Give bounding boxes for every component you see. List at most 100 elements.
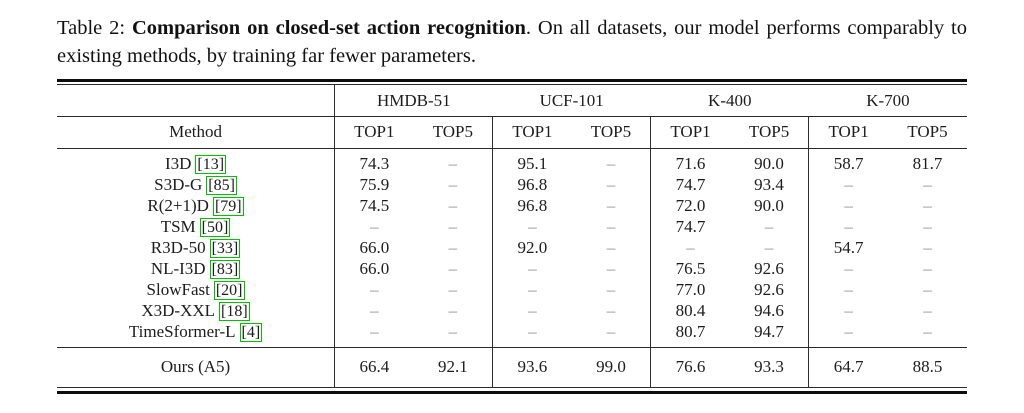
caption-title: Comparison on closed-set action recognit… xyxy=(131,17,526,39)
table-row: TSM [50] – – – –74.7– – – xyxy=(57,216,967,237)
value-cell: 94.7 xyxy=(729,321,809,348)
method-name: TimeSformer-L xyxy=(128,322,236,341)
ours-row: Ours (A5) 66.4 92.1 93.6 99.0 76.6 93.3 … xyxy=(57,347,967,387)
value-cell: 81.7 xyxy=(912,154,943,173)
value-cell: 66.0 xyxy=(334,258,414,279)
method-name: R3D-50 xyxy=(150,238,206,257)
value-cell: – xyxy=(808,321,888,348)
value-cell: 76.6 xyxy=(650,347,730,387)
citation-link[interactable]: [83] xyxy=(209,260,241,279)
value-cell: – xyxy=(492,258,572,279)
value-cell: – xyxy=(923,217,932,236)
citation-link[interactable]: [20] xyxy=(213,281,245,300)
value-cell: 75.9 xyxy=(334,174,414,195)
value-cell: – xyxy=(492,321,572,348)
citation-link[interactable]: [33] xyxy=(209,239,241,258)
value-cell: – xyxy=(923,238,932,257)
value-cell: – xyxy=(606,301,616,320)
table-row: S3D-G [85] 75.9–96.8–74.7 93.4– – xyxy=(57,174,967,195)
value-cell: 64.7 xyxy=(808,347,888,387)
value-cell: 80.4 xyxy=(650,300,730,321)
method-cell: X3D-XXL [18] xyxy=(57,300,335,321)
value-cell: – xyxy=(923,259,932,278)
value-cell: – xyxy=(808,174,888,195)
method-cell: NL-I3D [83] xyxy=(57,258,335,279)
value-cell: – xyxy=(492,279,572,300)
metric-header-row: Method TOP1 TOP5 TOP1 TOP5 TOP1 TOP5 TOP… xyxy=(57,116,967,149)
citation-link[interactable]: [85] xyxy=(206,176,237,195)
method-name: X3D-XXL xyxy=(141,301,216,320)
value-cell: 90.0 xyxy=(754,196,784,215)
value-cell: – xyxy=(334,216,414,237)
table-row: R3D-50 [33] 66.0–92.0– – –54.7– xyxy=(57,237,967,258)
value-cell: 88.5 xyxy=(912,357,943,376)
value-cell: 93.3 xyxy=(754,357,784,376)
value-cell: – xyxy=(448,175,458,194)
citation-link[interactable]: [18] xyxy=(219,302,250,321)
value-cell: 66.0 xyxy=(334,237,414,258)
value-cell: – xyxy=(606,280,616,299)
value-cell: 71.6 xyxy=(650,148,730,174)
value-cell: 95.1 xyxy=(492,148,572,174)
value-cell: 66.4 xyxy=(334,347,414,387)
comparison-table: HMDB-51 UCF-101 K-400 K-700 Method TOP1 … xyxy=(57,85,967,387)
value-cell: – xyxy=(650,237,730,258)
value-cell: – xyxy=(808,279,888,300)
metric-header-top5: TOP5 xyxy=(413,116,493,149)
col-group-k700: K-700 xyxy=(808,85,967,117)
citation-link[interactable]: [4] xyxy=(239,323,263,342)
metric-header-top1: TOP1 xyxy=(492,116,572,149)
method-name: SlowFast xyxy=(146,280,210,299)
caption-label: Table 2: xyxy=(57,17,132,39)
metric-header-top5: TOP5 xyxy=(729,116,809,149)
value-cell: 80.7 xyxy=(650,321,730,348)
value-cell: – xyxy=(923,175,932,194)
citation-link[interactable]: [13] xyxy=(195,155,227,174)
citation-link[interactable]: [79] xyxy=(212,197,244,216)
value-cell: 92.1 xyxy=(437,357,468,376)
value-cell: 96.8 xyxy=(492,174,572,195)
method-name: TSM xyxy=(160,217,196,236)
value-cell: 74.3 xyxy=(334,148,414,174)
table-row: I3D [13] 74.3–95.1–71.6 90.0 58.7 81.7 xyxy=(57,148,967,174)
metric-header-top1: TOP1 xyxy=(808,116,888,149)
value-cell: – xyxy=(448,259,458,278)
table-row: NL-I3D [83] 66.0– – –76.5 92.6– – xyxy=(57,258,967,279)
value-cell: – xyxy=(808,195,888,216)
metric-header-top1: TOP1 xyxy=(650,116,730,149)
method-cell: TSM [50] xyxy=(57,216,335,237)
value-cell: 74.7 xyxy=(650,216,730,237)
method-cell: SlowFast [20] xyxy=(57,279,335,300)
value-cell: 72.0 xyxy=(650,195,730,216)
method-name: S3D-G xyxy=(154,175,203,194)
value-cell: 92.6 xyxy=(754,280,784,299)
method-cell: TimeSformer-L [4] xyxy=(57,321,335,348)
value-cell: – xyxy=(334,279,414,300)
metric-header-top5: TOP5 xyxy=(571,116,651,149)
value-cell: – xyxy=(492,300,572,321)
value-cell: – xyxy=(571,321,651,348)
method-cell: S3D-G [85] xyxy=(57,174,335,195)
value-cell: 92.0 xyxy=(492,237,572,258)
bottom-rule xyxy=(57,387,967,394)
value-cell: – xyxy=(448,301,458,320)
value-cell: 93.4 xyxy=(754,175,784,194)
citation-link[interactable]: [50] xyxy=(199,218,231,237)
method-cell: Ours (A5) xyxy=(160,357,231,376)
value-cell: – xyxy=(808,216,888,237)
value-cell: – xyxy=(764,217,774,236)
top-rule xyxy=(57,79,967,85)
col-group-ucf101: UCF-101 xyxy=(492,85,651,117)
value-cell: – xyxy=(448,217,458,236)
method-cell: R3D-50 [33] xyxy=(57,237,335,258)
dataset-header-row: HMDB-51 UCF-101 K-400 K-700 xyxy=(57,85,967,117)
table-row: X3D-XXL [18] – – – –80.4 94.6– – xyxy=(57,300,967,321)
empty-corner-cell xyxy=(57,85,335,117)
value-cell: – xyxy=(448,154,458,173)
method-cell: I3D [13] xyxy=(57,149,335,174)
value-cell: – xyxy=(606,217,616,236)
value-cell: – xyxy=(413,321,493,348)
value-cell: – xyxy=(606,238,616,257)
value-cell: – xyxy=(492,216,572,237)
